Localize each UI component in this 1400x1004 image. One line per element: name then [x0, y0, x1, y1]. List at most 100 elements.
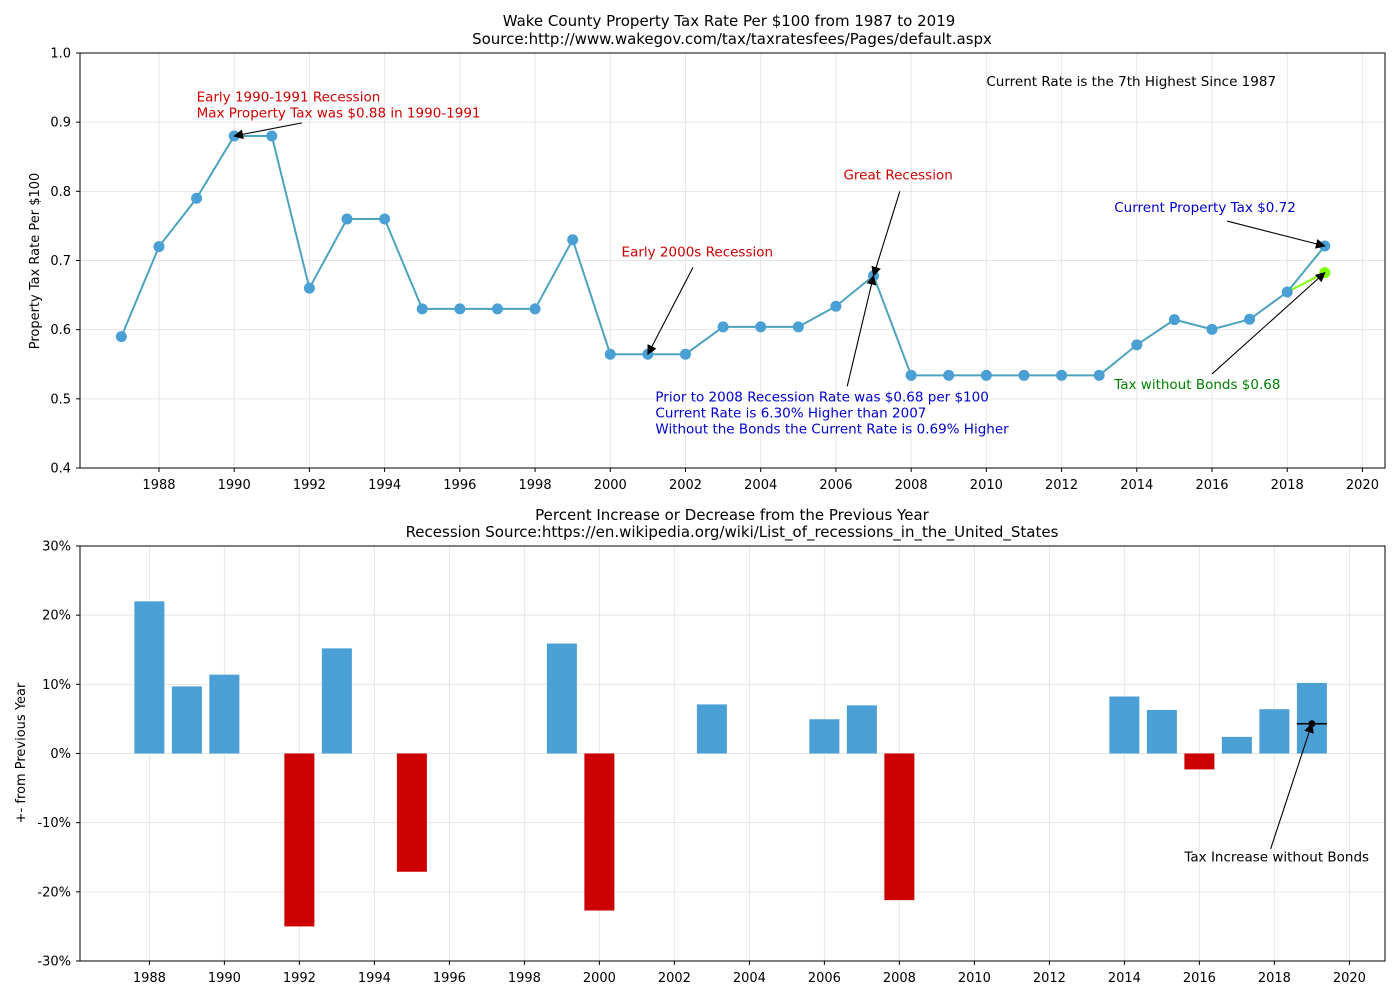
top-chart-x-tick-label: 2016 [1195, 478, 1228, 493]
top-chart-annotation-line: Current Rate is 6.30% Higher than 2007 [655, 406, 926, 422]
tax-rate-point [491, 303, 503, 315]
increase-bar [1259, 709, 1290, 754]
tax-rate-point [1056, 369, 1068, 381]
bottom-chart-y-tick-label: -30% [37, 955, 71, 970]
tax-rate-point [567, 234, 579, 246]
tax-rate-point [1281, 286, 1293, 298]
tax-rate-point [191, 192, 203, 204]
top-chart-x-tick-label: 1998 [519, 478, 552, 493]
bottom-chart-x-tick-label: 1998 [508, 971, 541, 986]
increase-bar [209, 674, 240, 754]
top-chart-annotation-line: Early 2000s Recession [622, 244, 774, 260]
decrease-bar [584, 753, 615, 911]
top-chart-annotation-text: Current Rate is the 7th Highest Since 19… [986, 74, 1276, 90]
top-chart-annotation-line: Early 1990-1991 Recession [197, 89, 381, 105]
tax-rate-point [905, 369, 917, 381]
top-chart-annotation-text: Prior to 2008 Recession Rate was $0.68 p… [655, 390, 1009, 438]
bottom-chart-x-tick-label: 2018 [1258, 971, 1291, 986]
bottom-chart-x-tick-label: 2020 [1333, 971, 1366, 986]
bottom-chart-x-tick-label: 1988 [133, 971, 166, 986]
bottom-chart-x-tick-label: 2010 [958, 971, 991, 986]
increase-bar [1109, 696, 1140, 754]
increase-bar [1221, 736, 1252, 754]
bottom-chart-y-tick-label: 10% [42, 678, 71, 693]
tax-rate-point [717, 321, 729, 333]
top-chart-y-tick-label: 0.9 [50, 116, 71, 131]
top-chart-x-tick-label: 2014 [1120, 478, 1153, 493]
percent-change-bar-chart: Percent Increase or Decrease from the Pr… [14, 506, 1386, 986]
top-chart-annotation-line: Max Property Tax was $0.88 in 1990-1991 [197, 105, 481, 121]
decrease-bar [284, 753, 315, 927]
top-chart-x-tick-label: 1992 [293, 478, 326, 493]
top-chart-annotation-text: Early 1990-1991 Recession Max Property Ta… [197, 89, 481, 121]
bottom-chart-bars [134, 601, 1327, 927]
bottom-chart-x-tick-label: 1990 [208, 971, 241, 986]
top-chart-y-tick-label: 0.7 [50, 254, 71, 269]
top-chart-x-tick-label: 2006 [819, 478, 852, 493]
bottom-chart-y-tick-label: 0% [50, 747, 71, 762]
bottom-chart-x-tick-label: 1996 [433, 971, 466, 986]
bottom-chart-x-tick-label: 2016 [1183, 971, 1216, 986]
top-chart-annotation-line: Prior to 2008 Recession Rate was $0.68 p… [655, 390, 988, 406]
top-chart-x-tick-label: 1990 [218, 478, 251, 493]
top-chart-x-tick-label: 2008 [895, 478, 928, 493]
top-chart-annotation-line: Current Property Tax $0.72 [1114, 200, 1296, 216]
top-chart-x-tick-label: 2020 [1346, 478, 1379, 493]
top-chart-ticks: 1988 1990 1992 1994 1996 1998 2000 2002 2004 2006… [50, 47, 1379, 494]
bottom-chart-annotation-arrow [1270, 722, 1314, 850]
tax-rate-point [1131, 339, 1143, 351]
tax-rate-point [1244, 313, 1256, 325]
top-chart-annotation-arrow [1211, 271, 1326, 375]
tax-rate-point [943, 369, 955, 381]
top-chart-subtitle: Source:http://www.wakegov.com/tax/taxrat… [472, 30, 992, 48]
tax-rate-point [454, 303, 466, 315]
top-chart-y-tick-label: 1.0 [50, 47, 71, 62]
bottom-chart-y-tick-label: 30% [42, 540, 71, 555]
top-chart-x-tick-label: 2018 [1271, 478, 1304, 493]
top-chart-title: Wake County Property Tax Rate Per $100 f… [503, 12, 956, 30]
top-chart-annotation-line: Great Recession [843, 168, 952, 184]
top-chart-x-tick-label: 1996 [443, 478, 476, 493]
bottom-chart-frame [79, 545, 1386, 962]
top-chart-annotation-arrow [871, 191, 901, 277]
top-chart-annotation-text: Great Recession [843, 168, 952, 184]
bottom-chart-title: Percent Increase or Decrease from the Pr… [535, 506, 929, 524]
tax-rate-point [416, 303, 428, 315]
top-chart-x-tick-label: 2000 [594, 478, 627, 493]
tax-rate-point [379, 213, 391, 225]
increase-bar [696, 704, 727, 754]
decrease-bar [884, 753, 915, 901]
bottom-chart-x-tick-label: 1994 [358, 971, 391, 986]
top-chart-annotation-line: Current Rate is the 7th Highest Since 19… [986, 74, 1276, 90]
bottom-chart-x-tick-label: 2014 [1108, 971, 1141, 986]
bottom-chart-annotations: Tax Increase without Bonds [1183, 722, 1369, 865]
tax-rate-point [792, 321, 804, 333]
bottom-chart-annotation-text: Tax Increase without Bonds [1183, 849, 1369, 865]
top-chart-x-tick-label: 2010 [970, 478, 1003, 493]
tax-rate-point [830, 300, 842, 312]
increase-bar [1296, 682, 1327, 754]
tax-rate-point [115, 331, 127, 343]
top-chart-y-tick-label: 0.5 [50, 392, 71, 407]
increase-bar [134, 601, 165, 754]
top-chart-annotation-text: Early 2000s Recession [622, 244, 774, 260]
tax-rate-point [341, 213, 353, 225]
top-chart-y-tick-label: 0.6 [50, 323, 71, 338]
decrease-bar [1184, 753, 1215, 770]
decrease-bar [396, 753, 427, 872]
tax-rate-point [980, 369, 992, 381]
top-chart-y-tick-label: 0.8 [50, 185, 71, 200]
top-chart-x-tick-label: 2002 [669, 478, 702, 493]
top-chart-x-tick-label: 1994 [368, 478, 401, 493]
increase-bar [1146, 709, 1177, 754]
bottom-chart-subtitle: Recession Source:https://en.wikipedia.or… [406, 523, 1059, 542]
top-chart-frame [79, 52, 1386, 469]
top-chart-annotation-line: Tax without Bonds $0.68 [1113, 377, 1280, 393]
bottom-chart-x-tick-label: 2004 [733, 971, 766, 986]
bottom-chart-y-tick-label: -20% [37, 885, 71, 900]
top-chart-annotation-arrow [1226, 220, 1326, 249]
top-chart-annotations: Early 1990-1991 Recession Max Property Ta… [197, 74, 1326, 438]
property-tax-line-chart: Wake County Property Tax Rate Per $100 f… [28, 12, 1386, 494]
tax-rate-point [679, 348, 691, 360]
bottom-chart-y-tick-label: 20% [42, 609, 71, 624]
